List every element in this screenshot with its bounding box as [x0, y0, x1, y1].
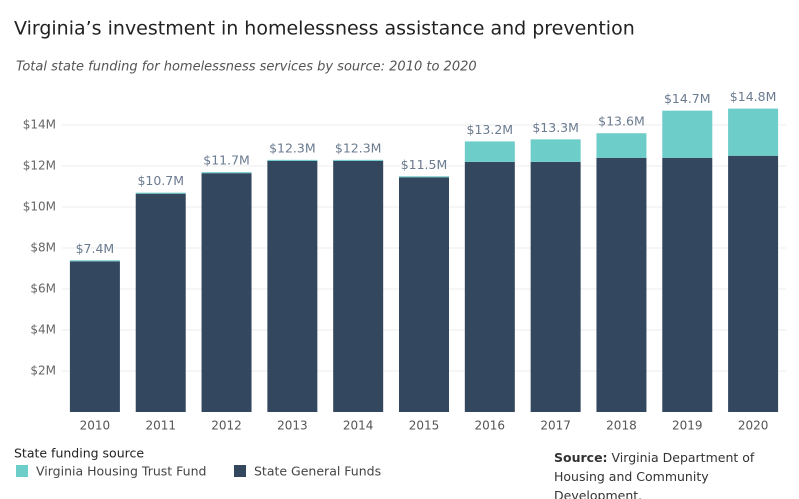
y-tick-label: $12M — [23, 159, 56, 173]
bar-segment — [135, 192, 186, 194]
x-tick-label: 2010 — [80, 419, 111, 433]
bar-segment — [662, 110, 713, 158]
x-tick-label: 2016 — [475, 419, 506, 433]
bar-segment — [69, 260, 120, 262]
bar-segment — [399, 176, 449, 178]
bar-segment — [267, 159, 318, 161]
y-tick-label: $10M — [23, 200, 56, 214]
chart-title: Virginia’s investment in homelessness as… — [14, 18, 635, 40]
bar-segment — [728, 155, 779, 412]
bar-segment — [69, 261, 120, 412]
x-tick-label: 2020 — [738, 419, 769, 433]
y-tick-label: $14M — [23, 118, 56, 132]
bar-segment — [201, 173, 252, 412]
bar-segment — [399, 177, 449, 412]
y-tick-label: $2M — [30, 364, 56, 378]
x-tick-label: 2017 — [540, 419, 571, 433]
bar-segment — [333, 159, 384, 161]
total-label: $11.7M — [203, 153, 250, 168]
x-tick-label: 2013 — [277, 419, 308, 433]
x-tick-label: 2018 — [606, 419, 637, 433]
bar-segment — [530, 161, 581, 412]
x-tick-label: 2019 — [672, 419, 703, 433]
total-label: $11.5M — [401, 157, 448, 172]
bar-segment — [596, 157, 647, 412]
legend-swatch — [16, 465, 28, 477]
bar-segment — [267, 160, 318, 412]
total-label: $14.8M — [730, 89, 777, 104]
y-tick-label: $8M — [30, 241, 56, 255]
source-text: Virginia Department of Housing and Commu… — [554, 450, 755, 499]
bar-segment — [530, 139, 581, 162]
legend-title: State funding source — [14, 446, 144, 461]
x-tick-label: 2014 — [343, 419, 374, 433]
total-label: $10.7M — [137, 173, 184, 188]
legend-label: Virginia Housing Trust Fund — [36, 464, 206, 479]
total-label: $14.7M — [664, 91, 711, 106]
bar-segment — [201, 172, 252, 174]
x-tick-label: 2012 — [211, 419, 242, 433]
bar-segment — [333, 160, 384, 412]
x-tick-label: 2011 — [145, 419, 176, 433]
y-tick-label: $4M — [30, 323, 56, 337]
bar-segment — [662, 157, 713, 412]
bar-segment — [728, 108, 779, 156]
legend-label: State General Funds — [254, 464, 381, 479]
chart-subtitle: Total state funding for homelessness ser… — [16, 60, 477, 75]
source-label: Source: — [554, 450, 608, 465]
bar-segment — [135, 193, 186, 412]
total-label: $7.4M — [76, 241, 115, 256]
bar-segment — [596, 133, 647, 158]
total-label: $13.3M — [532, 120, 579, 135]
x-tick-label: 2015 — [409, 419, 440, 433]
y-tick-label: $6M — [30, 282, 56, 296]
total-label: $13.2M — [467, 122, 514, 137]
source: Source: Virginia Department of Housing a… — [554, 448, 789, 499]
total-label: $13.6M — [598, 114, 645, 129]
total-label: $12.3M — [335, 140, 382, 155]
bar-segment — [464, 161, 515, 412]
total-label: $12.3M — [269, 140, 316, 155]
legend-swatch — [234, 465, 246, 477]
bar-segment — [464, 141, 515, 162]
